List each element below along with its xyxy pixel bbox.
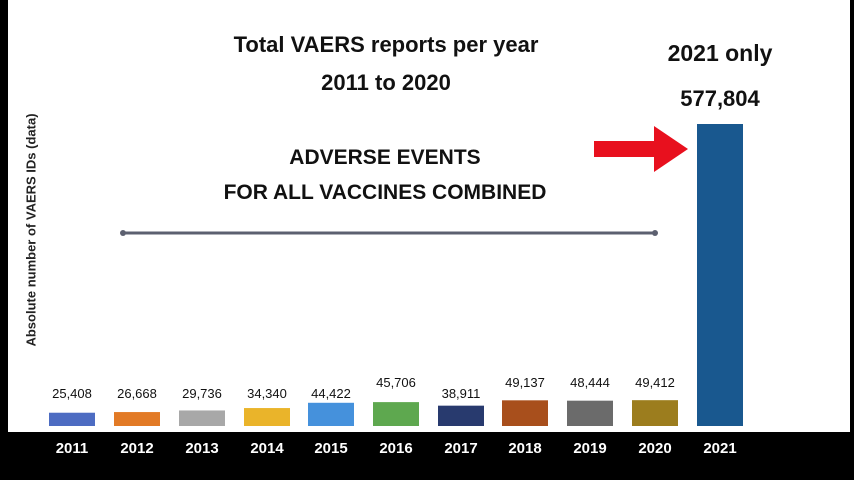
bar-2014 (244, 408, 290, 426)
tick-label-2020: 2020 (638, 440, 671, 457)
bar-2015 (308, 402, 354, 426)
bar-2012 (114, 412, 160, 426)
bar-2021 (697, 124, 743, 426)
tick-label-2011: 2011 (56, 440, 89, 457)
value-label-2018: 49,137 (505, 375, 545, 390)
chart-title-line-1: Total VAERS reports per year (233, 32, 539, 57)
subtitle-line-1: ADVERSE EVENTS (289, 146, 481, 169)
bar-2011 (49, 412, 95, 426)
tick-label-2018: 2018 (508, 440, 541, 457)
value-label-2012: 26,668 (117, 386, 157, 401)
tick-label-2012: 2012 (120, 440, 153, 457)
tick-label-2016: 2016 (379, 440, 412, 457)
tick-label-2019: 2019 (573, 440, 606, 457)
tick-label-2014: 2014 (250, 440, 284, 457)
subtitle-line-2: FOR ALL VACCINES COMBINED (223, 181, 547, 204)
tick-label-2017: 2017 (444, 440, 477, 457)
chart-title-line-2: 2011 to 2020 (321, 70, 451, 95)
bar-2020 (632, 400, 678, 426)
bar-2016 (373, 402, 419, 426)
tick-label-2013: 2013 (185, 440, 218, 457)
bar-2017 (438, 405, 484, 426)
value-label-2020: 49,412 (635, 375, 675, 390)
bars-group: 25,408 2011 26,668 2012 29,736 2013 34,340 2014… (49, 124, 743, 457)
bottom-letterbox (0, 432, 854, 480)
value-label-2011: 25,408 (52, 386, 92, 401)
divider-right-dot (652, 230, 658, 236)
value-label-2013: 29,736 (182, 386, 222, 401)
highlight-label: 2021 only (667, 40, 773, 66)
bar-2018 (502, 400, 548, 426)
value-label-2019: 48,444 (570, 375, 610, 390)
value-label-2016: 45,706 (376, 375, 416, 390)
divider-left-dot (120, 230, 126, 236)
right-arrow-icon (594, 126, 688, 172)
tick-label-2021: 2021 (703, 440, 736, 457)
value-label-2015: 44,422 (311, 386, 351, 401)
bar-2013 (179, 410, 225, 426)
value-label-2017: 38,911 (442, 386, 481, 401)
value-label-2014: 34,340 (247, 386, 287, 401)
bar-2019 (567, 400, 613, 426)
highlight-value-label: 577,804 (680, 86, 760, 111)
tick-label-2015: 2015 (314, 440, 347, 457)
